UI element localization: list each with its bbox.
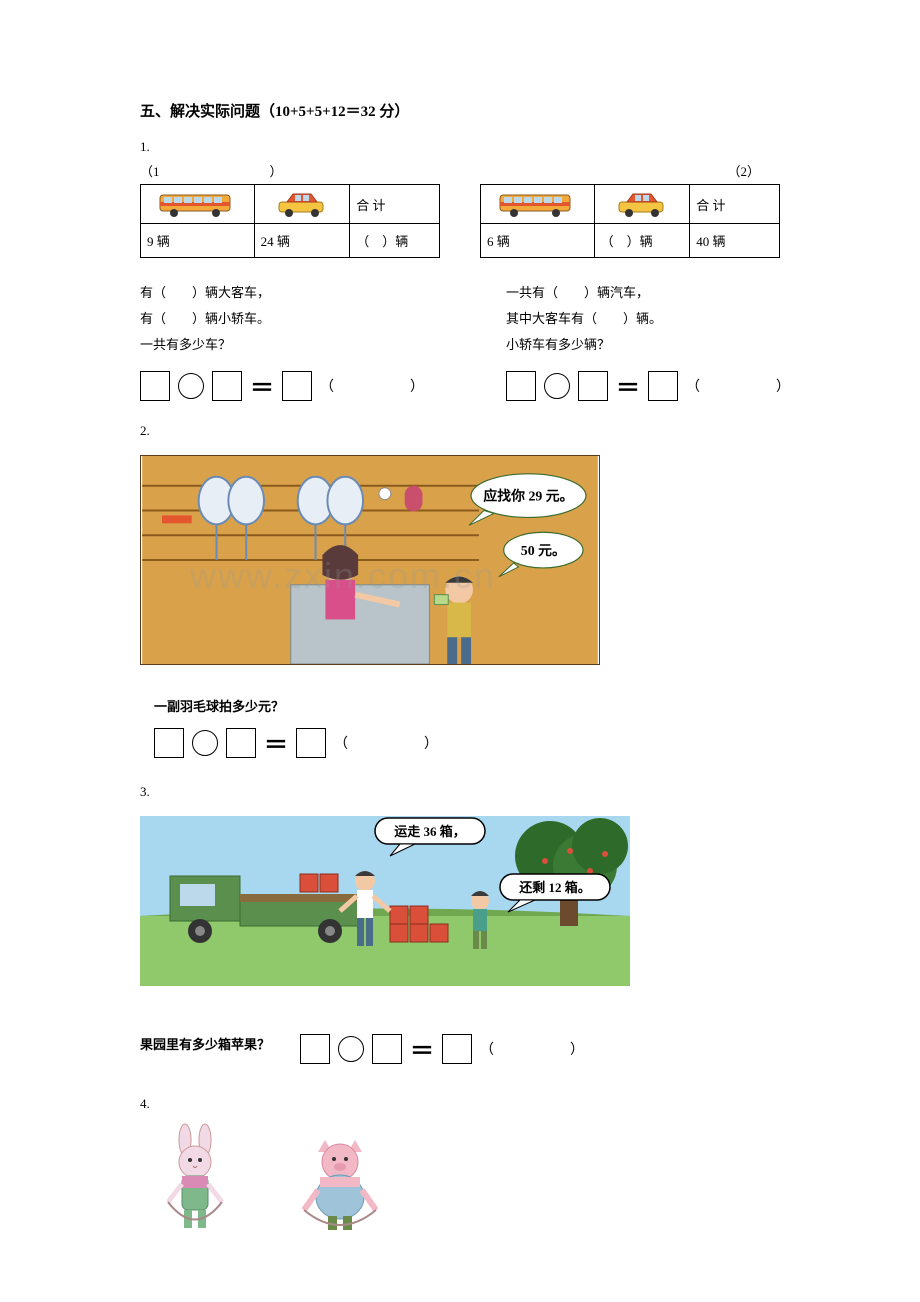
car-count: （ ）辆: [594, 224, 690, 258]
bus-count: 6 辆: [481, 224, 595, 258]
section-title: 五、解决实际问题（10+5+5+12＝32 分）: [140, 100, 780, 121]
rabbit-icon: [150, 1122, 240, 1232]
q2-illustration: 应找你 29 元。 50 元。: [140, 455, 600, 665]
q2-bubble2-text: 50 元。: [521, 543, 566, 558]
q1-left-line3: 一共有多少车？: [140, 332, 440, 358]
blank-operator[interactable]: [544, 373, 570, 399]
car-count: 24 辆: [254, 224, 350, 258]
q2-equation: ＝ （ ）: [154, 725, 780, 760]
q1-right-sublabel: （2）: [480, 161, 780, 180]
total-header: 合 计: [350, 185, 440, 224]
blank-box[interactable]: [140, 371, 170, 401]
q1-right-line2: 其中大客车有（ ）辆。: [506, 306, 806, 332]
equals-sign: ＝: [616, 368, 640, 403]
blank-box[interactable]: [648, 371, 678, 401]
q2-question: 一副羽毛球拍多少元？: [154, 696, 780, 715]
blank-operator[interactable]: [338, 1036, 364, 1062]
unit-paren: （ ）: [480, 1039, 600, 1059]
bus-icon: [498, 189, 576, 219]
equals-sign: ＝: [264, 725, 288, 760]
total-value: 40 辆: [690, 224, 780, 258]
blank-box[interactable]: [282, 371, 312, 401]
q2-number: 2.: [140, 423, 780, 439]
bus-icon: [158, 189, 236, 219]
car-icon: [275, 190, 329, 218]
q1-right-equation: ＝ （ ）: [506, 368, 806, 403]
blank-operator[interactable]: [192, 730, 218, 756]
q2-bubble1-text: 应找你 29 元。: [483, 488, 573, 504]
car-icon: [615, 190, 669, 218]
q1-right-table: 合 计 6 辆 （ ）辆 40 辆: [480, 184, 780, 258]
blank-box[interactable]: [226, 728, 256, 758]
q3-illustration: 运走 36 箱， 还剩 12 箱。: [140, 816, 630, 986]
q1-left-table: 合 计 9 辆 24 辆 （ ）辆: [140, 184, 440, 258]
blank-box[interactable]: [372, 1034, 402, 1064]
q3-equation: ＝ （ ）: [300, 1031, 600, 1066]
q4-number: 4.: [140, 1096, 780, 1112]
unit-paren: （ ）: [320, 376, 440, 396]
q1-right-line1: 一共有（ ）辆汽车，: [506, 280, 806, 306]
blank-box[interactable]: [212, 371, 242, 401]
q3-question: 果园里有多少箱苹果？: [140, 1034, 270, 1053]
q1-left-line1: 有（ ）辆大客车，: [140, 280, 440, 306]
blank-box[interactable]: [296, 728, 326, 758]
q1-left-equation: ＝ （ ）: [140, 368, 440, 403]
q3-number: 3.: [140, 784, 780, 800]
blank-box[interactable]: [442, 1034, 472, 1064]
total-value: （ ）辆: [350, 224, 440, 258]
unit-paren: （ ）: [334, 733, 454, 753]
q1-left-sublabel: （1）: [140, 161, 440, 180]
blank-box[interactable]: [154, 728, 184, 758]
equals-sign: ＝: [250, 368, 274, 403]
blank-operator[interactable]: [178, 373, 204, 399]
pig-icon: [290, 1122, 390, 1232]
equals-sign: ＝: [410, 1031, 434, 1066]
total-header: 合 计: [690, 185, 780, 224]
q1-right-line3: 小轿车有多少辆？: [506, 332, 806, 358]
bus-count: 9 辆: [141, 224, 255, 258]
unit-paren: （ ）: [686, 376, 806, 396]
blank-box[interactable]: [578, 371, 608, 401]
blank-box[interactable]: [300, 1034, 330, 1064]
q1-left-line2: 有（ ）辆小轿车。: [140, 306, 440, 332]
blank-box[interactable]: [506, 371, 536, 401]
q3-bubble2-text: 还剩 12 箱。: [518, 880, 591, 895]
q3-bubble1-text: 运走 36 箱，: [394, 824, 466, 839]
q1-number: 1.: [140, 139, 780, 155]
